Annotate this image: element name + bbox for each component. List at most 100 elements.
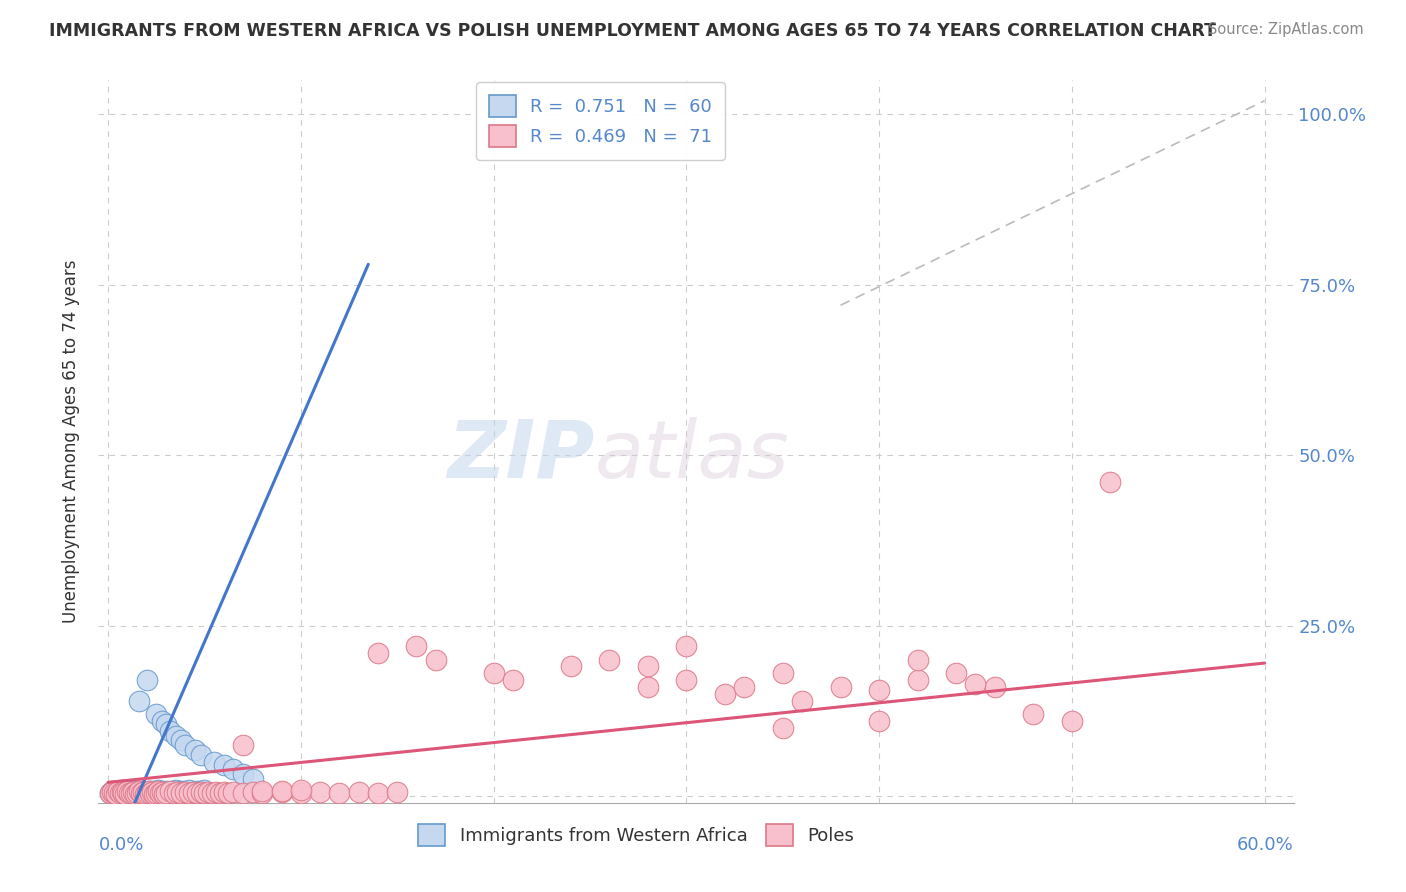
- Point: [143, 786, 166, 800]
- Point: [328, 786, 350, 800]
- Point: [153, 787, 176, 801]
- Point: [184, 742, 207, 756]
- Text: 60.0%: 60.0%: [1237, 836, 1294, 854]
- Point: [145, 785, 167, 799]
- Point: [598, 653, 620, 667]
- Point: [155, 786, 177, 800]
- Point: [149, 786, 172, 800]
- Point: [128, 693, 150, 707]
- Point: [129, 786, 152, 800]
- Point: [174, 738, 197, 752]
- Point: [118, 786, 141, 800]
- Point: [212, 785, 235, 799]
- Point: [117, 784, 139, 798]
- Point: [122, 784, 145, 798]
- Point: [868, 683, 890, 698]
- Point: [150, 785, 173, 799]
- Point: [252, 783, 274, 797]
- Point: [112, 785, 135, 799]
- Point: [772, 721, 794, 735]
- Point: [714, 687, 737, 701]
- Point: [120, 786, 142, 800]
- Point: [367, 646, 389, 660]
- Point: [143, 787, 166, 801]
- Point: [139, 786, 162, 800]
- Point: [110, 785, 132, 799]
- Y-axis label: Unemployment Among Ages 65 to 74 years: Unemployment Among Ages 65 to 74 years: [62, 260, 80, 624]
- Point: [104, 787, 127, 801]
- Point: [114, 787, 136, 801]
- Point: [124, 787, 146, 801]
- Point: [104, 786, 127, 800]
- Point: [181, 785, 204, 799]
- Point: [162, 786, 184, 800]
- Point: [148, 782, 170, 797]
- Point: [270, 783, 292, 797]
- Point: [347, 785, 370, 799]
- Legend: Immigrants from Western Africa, Poles: Immigrants from Western Africa, Poles: [409, 815, 863, 855]
- Point: [212, 758, 235, 772]
- Point: [186, 784, 208, 798]
- Point: [217, 786, 239, 800]
- Point: [170, 733, 193, 747]
- Point: [166, 785, 188, 799]
- Point: [150, 714, 173, 728]
- Point: [270, 785, 292, 799]
- Point: [945, 666, 967, 681]
- Point: [733, 680, 755, 694]
- Point: [149, 786, 172, 800]
- Point: [162, 783, 184, 797]
- Point: [560, 659, 582, 673]
- Point: [135, 673, 157, 687]
- Point: [107, 784, 129, 798]
- Point: [907, 653, 929, 667]
- Point: [141, 785, 163, 799]
- Text: atlas: atlas: [595, 417, 789, 495]
- Point: [101, 785, 124, 799]
- Point: [181, 785, 204, 799]
- Point: [120, 786, 142, 800]
- Point: [169, 786, 191, 800]
- Point: [160, 784, 183, 798]
- Point: [772, 666, 794, 681]
- Point: [907, 673, 929, 687]
- Point: [222, 785, 245, 799]
- Point: [1099, 475, 1122, 490]
- Point: [177, 786, 200, 800]
- Point: [675, 673, 697, 687]
- Text: ZIP: ZIP: [447, 417, 595, 495]
- Point: [252, 786, 274, 800]
- Point: [110, 782, 132, 797]
- Point: [290, 782, 312, 797]
- Point: [165, 729, 187, 743]
- Text: Source: ZipAtlas.com: Source: ZipAtlas.com: [1208, 22, 1364, 37]
- Point: [141, 784, 163, 798]
- Point: [159, 786, 181, 800]
- Point: [637, 659, 659, 673]
- Point: [309, 785, 332, 799]
- Point: [118, 785, 141, 799]
- Point: [205, 785, 228, 799]
- Point: [201, 786, 224, 800]
- Point: [385, 785, 409, 799]
- Point: [166, 785, 188, 799]
- Point: [101, 783, 124, 797]
- Point: [148, 784, 170, 798]
- Point: [112, 786, 135, 800]
- Point: [197, 785, 219, 799]
- Point: [150, 784, 173, 798]
- Point: [132, 784, 155, 798]
- Point: [170, 784, 193, 798]
- Point: [177, 782, 200, 797]
- Point: [108, 786, 131, 800]
- Point: [186, 786, 208, 800]
- Point: [190, 785, 212, 799]
- Point: [128, 783, 150, 797]
- Point: [405, 639, 427, 653]
- Point: [170, 786, 193, 800]
- Point: [830, 680, 852, 694]
- Point: [174, 785, 197, 799]
- Point: [242, 785, 264, 799]
- Point: [193, 786, 215, 800]
- Point: [134, 787, 156, 801]
